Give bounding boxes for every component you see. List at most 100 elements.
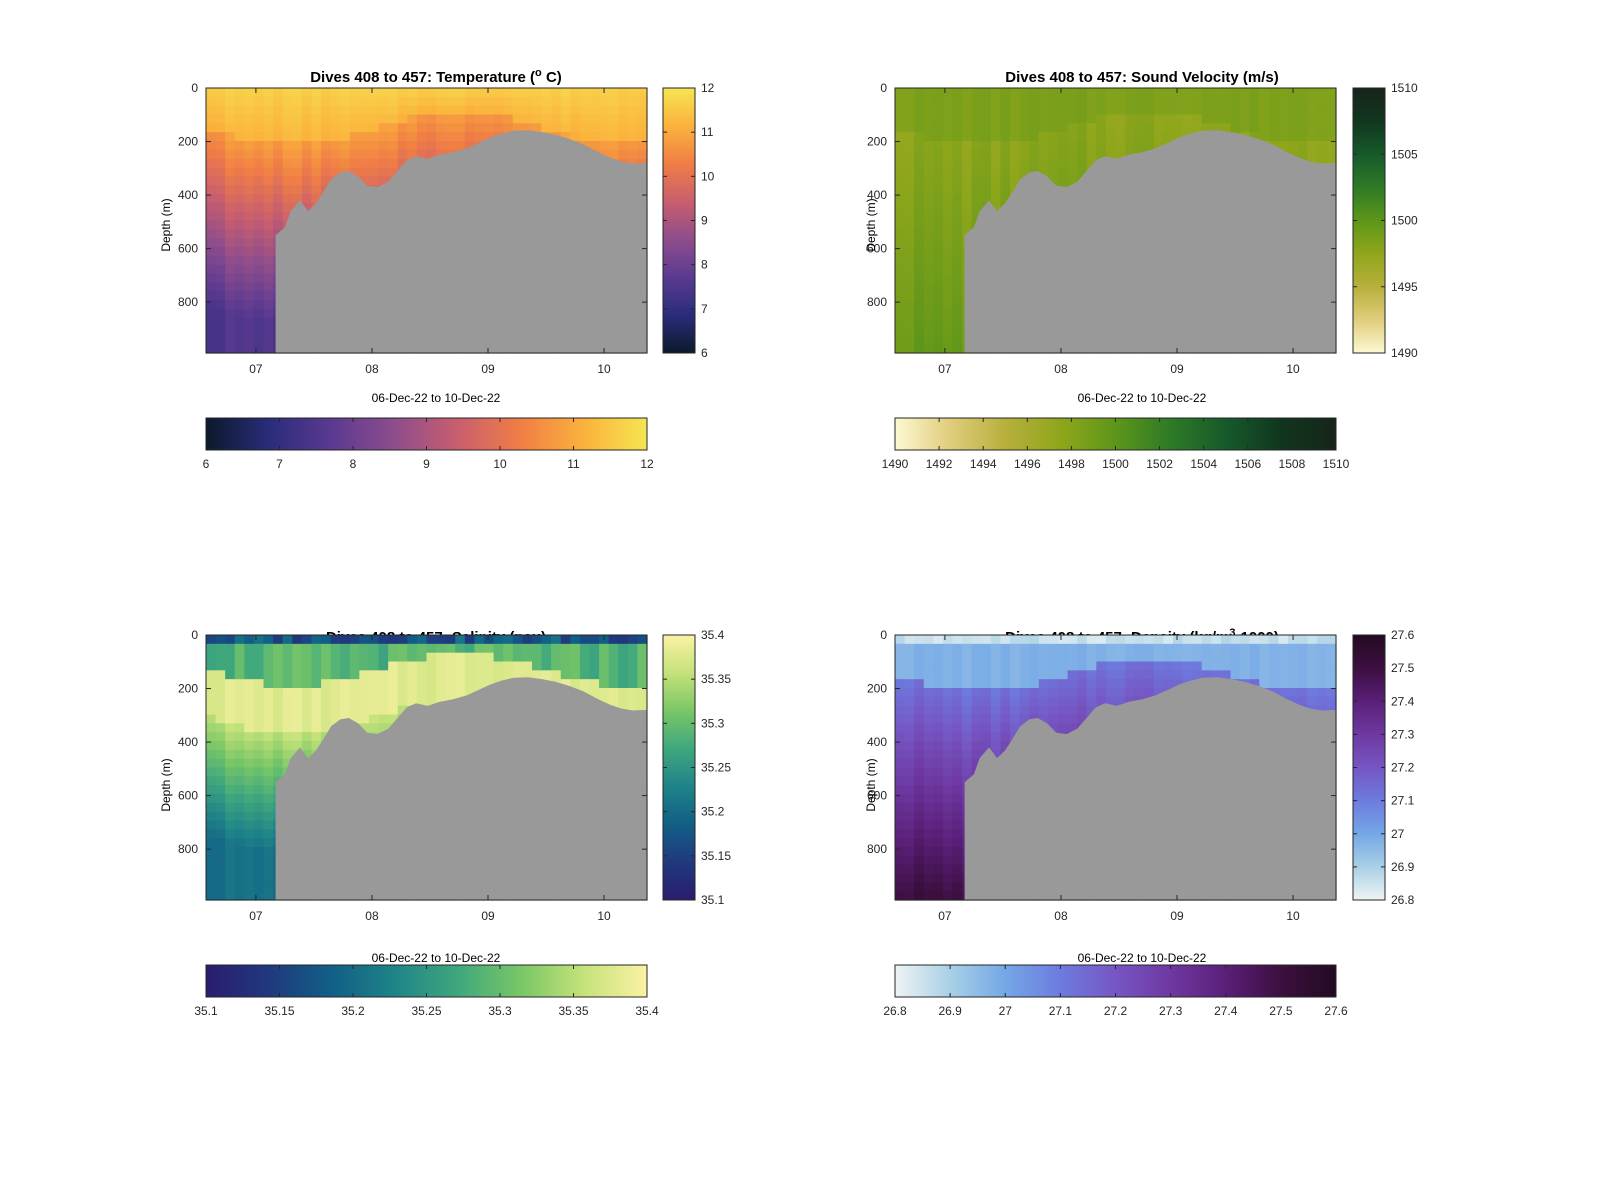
heatmap-cell: [560, 635, 571, 645]
heatmap-cell: [464, 123, 476, 133]
heatmap-cell: [1077, 132, 1088, 142]
heatmap-cell: [981, 132, 992, 142]
heatmap-cell: [914, 335, 925, 345]
heatmap-cell: [942, 661, 954, 671]
heatmap-cell: [895, 326, 906, 336]
heatmap-cell: [608, 132, 619, 142]
heatmap-cell: [608, 670, 619, 680]
heatmap-cell: [971, 723, 982, 733]
heatmap-cell: [503, 635, 514, 645]
heatmap-cell: [599, 670, 610, 680]
heatmap-cell: [253, 264, 265, 275]
heatmap-cell: [215, 211, 226, 222]
heatmap-cell: [1057, 158, 1069, 169]
heatmap-cell: [1297, 105, 1308, 116]
heatmap-cell: [942, 794, 954, 804]
heatmap-cell: [234, 273, 245, 283]
heatmap-cell: [895, 264, 906, 275]
heatmap-cell: [1010, 688, 1021, 698]
heatmap-cell: [416, 105, 428, 116]
heatmap-cell: [234, 767, 245, 777]
heatmap-cell: [206, 194, 217, 204]
heatmap-cell: [914, 794, 925, 804]
heatmap-cell: [895, 273, 906, 283]
heatmap-cell: [244, 185, 255, 195]
heatmap-cell: [627, 670, 639, 680]
heatmap-cell: [904, 238, 915, 248]
heatmap-cell: [244, 247, 255, 257]
heatmap-cell: [349, 696, 360, 707]
heatmap-cell: [1077, 635, 1088, 645]
heatmap-cell: [1000, 688, 1011, 698]
heatmap-cell: [253, 820, 265, 830]
heatmap-cell: [942, 335, 954, 345]
heatmap-cell: [244, 811, 255, 822]
heatmap-cell: [599, 652, 610, 663]
heatmap-cell: [1019, 141, 1030, 151]
heatmap-cell: [923, 767, 934, 777]
heatmap-cell: [206, 767, 217, 777]
heatmap-cell: [244, 829, 255, 839]
heatmap-cell: [904, 723, 915, 733]
heatmap-cell: [311, 643, 322, 654]
heatmap-cell: [378, 167, 389, 177]
heatmap-cell: [981, 176, 992, 186]
heatmap-cell: [368, 635, 380, 645]
heatmap-cell: [215, 785, 226, 795]
heatmap-cell: [234, 220, 245, 230]
heatmap-cell: [234, 705, 245, 716]
heatmap-cell: [1077, 123, 1088, 133]
heatmap-cell: [579, 105, 591, 116]
heatmap-cell: [416, 114, 428, 124]
heatmap-cell: [206, 176, 217, 186]
heatmap-cell: [378, 96, 389, 107]
heatmap-cell: [206, 714, 217, 724]
heatmap-cell: [225, 88, 236, 98]
heatmap-cell: [253, 705, 265, 716]
heatmap-cell: [225, 864, 236, 875]
heatmap-cell: [484, 114, 495, 124]
heatmap-cell: [1077, 652, 1088, 663]
heatmap-cell: [263, 652, 274, 663]
heatmap-cell: [895, 705, 906, 716]
heatmap-cell: [933, 149, 944, 160]
colorbar-gradient: [1352, 87, 1386, 354]
heatmap-cell: [253, 873, 265, 883]
colorbar-tick-label: 1506: [1234, 457, 1261, 471]
heatmap-cell: [895, 123, 906, 133]
heatmap-cell: [933, 882, 944, 892]
colorbar-tick-label: 1500: [1102, 457, 1129, 471]
heatmap-cell: [895, 838, 906, 848]
heatmap-cell: [1057, 167, 1069, 177]
heatmap-cell: [225, 635, 236, 645]
heatmap-cell: [1019, 705, 1030, 716]
heatmap-cell: [1077, 670, 1088, 680]
heatmap-cell: [589, 661, 600, 671]
heatmap-cell: [914, 688, 925, 698]
heatmap-cell: [292, 696, 303, 707]
heatmap-cell: [990, 141, 1002, 151]
heatmap-cell: [1029, 149, 1040, 160]
heatmap-cell: [923, 123, 934, 133]
heatmap-cell: [244, 202, 255, 213]
heatmap-cell: [952, 220, 963, 230]
heatmap-cell: [637, 88, 648, 98]
heatmap-cell: [426, 149, 437, 160]
heatmap-cell: [1259, 123, 1270, 133]
heatmap-cell: [952, 767, 963, 777]
heatmap-cell: [455, 88, 466, 98]
heatmap-cell: [206, 264, 217, 275]
heatmap-cell: [1000, 185, 1011, 195]
heatmap-cell: [215, 176, 226, 186]
heatmap-cell: [904, 679, 915, 689]
heatmap-cell: [1230, 105, 1241, 116]
heatmap-cell: [1096, 114, 1107, 124]
heatmap-cell: [436, 670, 447, 680]
heatmap-cell: [933, 247, 944, 257]
heatmap-cell: [1010, 114, 1021, 124]
heatmap-cell: [895, 282, 906, 292]
heatmap-cell: [1029, 652, 1040, 663]
heatmap-cell: [244, 688, 255, 698]
heatmap-cell: [933, 335, 944, 345]
heatmap-cell: [263, 776, 274, 786]
